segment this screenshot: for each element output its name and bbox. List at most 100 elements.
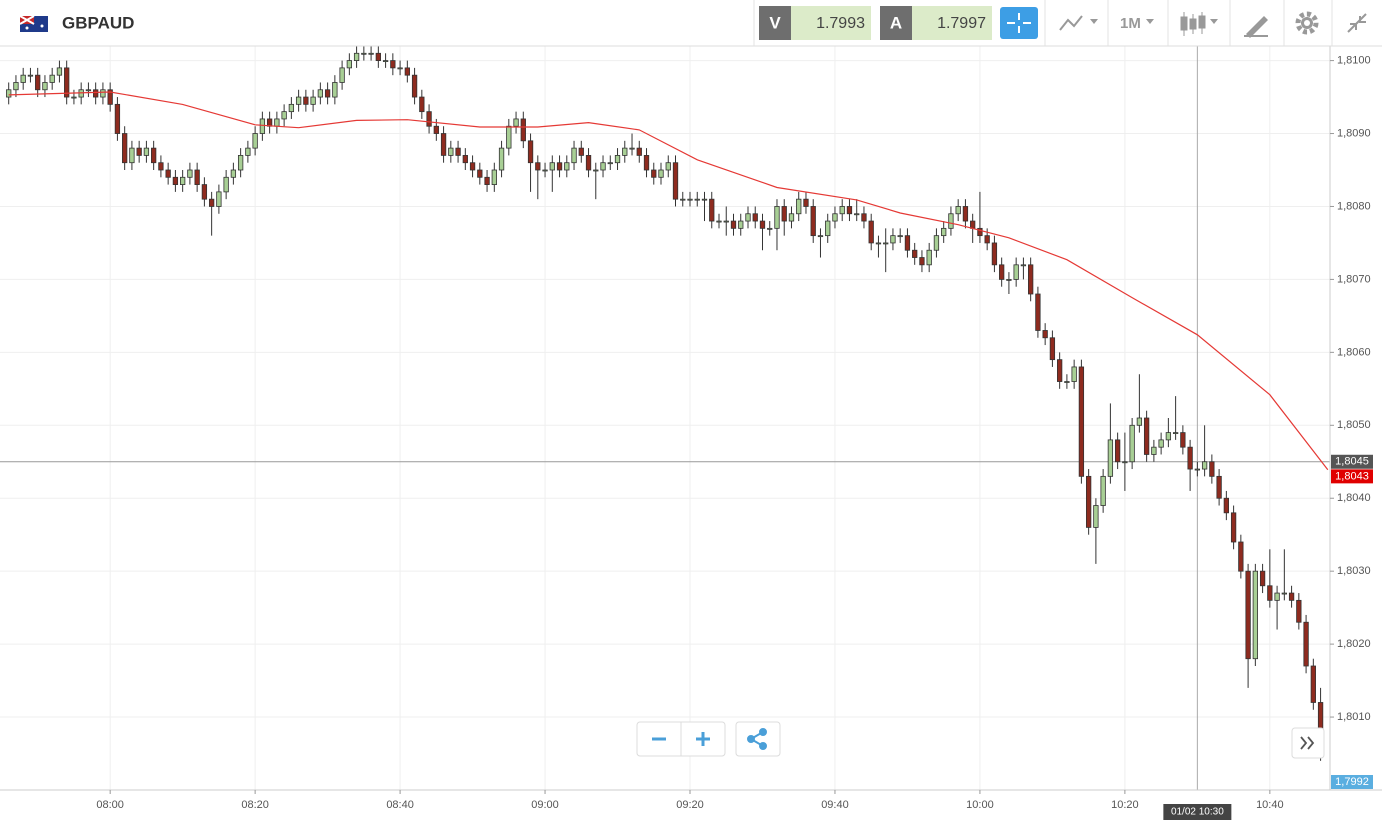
- ma-label-box: [1331, 469, 1373, 484]
- y-tick-label: 1,8030: [1337, 565, 1371, 577]
- y-tick-label: 1,8040: [1337, 492, 1371, 504]
- candle-body: [687, 198, 693, 201]
- candle-body: [890, 235, 896, 244]
- candle-body: [614, 155, 621, 164]
- candle-body: [252, 133, 258, 149]
- candle-body: [310, 96, 316, 105]
- collapse-button[interactable]: [1347, 13, 1367, 33]
- candle-body: [556, 162, 563, 171]
- indicator-button[interactable]: [1059, 15, 1098, 31]
- candle-body: [585, 155, 592, 171]
- candle-body: [926, 249, 932, 266]
- candle-body: [970, 220, 976, 229]
- candle-body: [1274, 592, 1280, 601]
- crosshair-icon: [1007, 13, 1031, 33]
- candle-body: [1252, 570, 1258, 660]
- candle-body: [85, 89, 92, 92]
- moving-average: [8, 91, 1329, 471]
- candle-body: [339, 67, 345, 83]
- draw-button[interactable]: [1244, 16, 1268, 38]
- candle-body: [941, 227, 947, 237]
- crosshair-button[interactable]: [1000, 7, 1038, 39]
- flag-icon: [19, 15, 48, 32]
- x-tick-label: 10:00: [966, 799, 994, 811]
- candle-body: [433, 125, 439, 134]
- candle-body: [825, 220, 831, 237]
- candle-body: [1201, 461, 1208, 470]
- candle-body: [1020, 264, 1027, 267]
- candle-body: [767, 227, 773, 230]
- x-tick-label: 08:20: [241, 799, 269, 811]
- candle-body: [665, 162, 671, 171]
- candle-body: [999, 264, 1005, 280]
- candle-body: [1151, 446, 1157, 455]
- candle-body: [1259, 570, 1266, 587]
- candle-body: [390, 60, 396, 69]
- candle-body: [955, 206, 961, 215]
- candle-body: [1114, 439, 1121, 463]
- settings-button[interactable]: [1295, 11, 1319, 35]
- candle-body: [1267, 585, 1273, 601]
- candle-body: [346, 60, 352, 69]
- timeframe[interactable]: 1M: [1120, 15, 1141, 32]
- scroll-end-button[interactable]: [1291, 727, 1325, 759]
- candle-body: [991, 242, 998, 266]
- candle-body: [1064, 381, 1070, 383]
- candle-body: [477, 169, 483, 178]
- candle-body: [651, 169, 657, 178]
- sell-button[interactable]: [759, 6, 791, 40]
- y-tick-label: 1,8020: [1337, 638, 1371, 650]
- scroll-end-icon: [1300, 736, 1315, 750]
- candle-body: [411, 74, 418, 98]
- candle-body: [1143, 417, 1150, 455]
- candle-body: [404, 67, 410, 76]
- candle-body: [513, 118, 519, 127]
- candle-body: [281, 111, 287, 120]
- candle-body: [912, 249, 918, 258]
- y-tick-label: 1,8070: [1337, 273, 1371, 285]
- sell-price-box[interactable]: [791, 6, 871, 40]
- candle-body: [1122, 461, 1128, 464]
- candle-body: [324, 89, 331, 98]
- x-tick-label: 08:00: [96, 799, 124, 811]
- candle-body: [1281, 592, 1287, 595]
- candle-body: [738, 220, 744, 229]
- candle-body: [933, 235, 940, 251]
- candle-body: [643, 155, 650, 171]
- candle-body: [564, 162, 570, 171]
- candle-body: [208, 198, 215, 207]
- buy-price-box[interactable]: [912, 6, 992, 40]
- candle-body: [788, 213, 795, 222]
- x-tick-label: 10:20: [1111, 799, 1139, 811]
- zoom-in-button[interactable]: [696, 732, 710, 746]
- candle-body: [187, 169, 193, 178]
- candle-body: [607, 162, 613, 165]
- candle-body: [1013, 264, 1019, 280]
- candle-body: [883, 242, 889, 245]
- candle-body: [484, 176, 490, 185]
- crosshair-label: 01/02 10:30: [1171, 807, 1224, 818]
- candle-body: [151, 147, 157, 164]
- x-tick-label: 09:40: [821, 799, 849, 811]
- axes: 1,8010 1,8020 1,8030 1,8040 1,8050 1,8060 1,80…: [96, 54, 1373, 820]
- plot-area: [0, 46, 1330, 790]
- buy-button[interactable]: [880, 6, 912, 40]
- candle-body: [1288, 592, 1295, 601]
- chart-type-button[interactable]: [1180, 12, 1218, 36]
- candle-body: [93, 89, 99, 98]
- candle-body: [382, 60, 389, 62]
- candle-body: [730, 220, 737, 229]
- candle-body: [353, 52, 360, 61]
- candle-body: [810, 206, 816, 237]
- candle-body: [709, 198, 715, 222]
- buy-price: 1.7997: [937, 15, 986, 32]
- candle-body: [1296, 599, 1302, 623]
- candle-body: [781, 206, 787, 222]
- candle-body: [100, 89, 106, 98]
- share-button[interactable]: [735, 721, 781, 757]
- toolbar-bg: [0, 0, 1382, 46]
- candle-body: [1209, 461, 1215, 477]
- candle-body: [165, 169, 171, 178]
- candle-body: [1310, 665, 1316, 703]
- candle-body: [27, 74, 34, 77]
